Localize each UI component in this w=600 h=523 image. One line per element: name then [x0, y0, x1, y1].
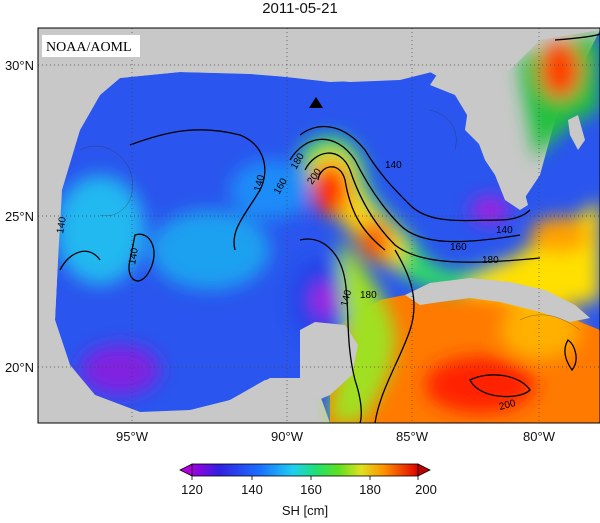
- contour-label: 140: [496, 225, 513, 236]
- lon-label: 85°W: [396, 429, 429, 444]
- contour-label: 200: [498, 398, 517, 413]
- contour-label: 160: [450, 242, 467, 253]
- lat-label: 30°N: [5, 58, 34, 73]
- graticule: [38, 28, 600, 423]
- contour-lines: [59, 33, 600, 423]
- colorbar: 120 140 160 180 200 SH [cm]: [179, 463, 437, 518]
- colorbar-tick: 180: [359, 482, 381, 497]
- west-coast-land: [38, 190, 320, 423]
- contour-label: 140: [252, 173, 267, 192]
- map-title: 2011-05-21: [262, 0, 338, 17]
- lat-label: 25°N: [5, 209, 34, 224]
- bahamas-land: [568, 115, 585, 150]
- contour-label: 140: [339, 288, 354, 307]
- credit-box: [42, 35, 140, 57]
- colorbar-tick: 120: [181, 482, 203, 497]
- contour-label: 140: [385, 160, 402, 171]
- thin-contours: [79, 109, 581, 331]
- colorbar-high-arrow: [417, 463, 431, 477]
- colorbar-tick: 160: [300, 482, 322, 497]
- map-frame: [37, 27, 600, 424]
- lon-label: 95°W: [116, 429, 149, 444]
- colorbar-label: SH [cm]: [282, 503, 328, 518]
- contour-label: 180: [360, 290, 377, 301]
- triangle-marker: [309, 97, 323, 108]
- lon-label: 90°W: [271, 429, 304, 444]
- contour-label: 140: [55, 216, 69, 235]
- lat-label: 20°N: [5, 360, 34, 375]
- contour-label: 140: [127, 247, 141, 266]
- colorbar-tick: 200: [415, 482, 437, 497]
- credit-label: NOAA/AOML: [46, 40, 132, 55]
- yucatan-land: [300, 322, 358, 400]
- cuba-land: [405, 278, 590, 322]
- lon-label: 80°W: [523, 429, 556, 444]
- colorbar-tick: 140: [241, 482, 263, 497]
- colorbar-low-arrow: [179, 463, 193, 477]
- contour-label: 180: [482, 255, 499, 266]
- florida-land: [430, 70, 528, 210]
- north-coast-land: [38, 28, 600, 200]
- colorbar-body: [191, 463, 419, 477]
